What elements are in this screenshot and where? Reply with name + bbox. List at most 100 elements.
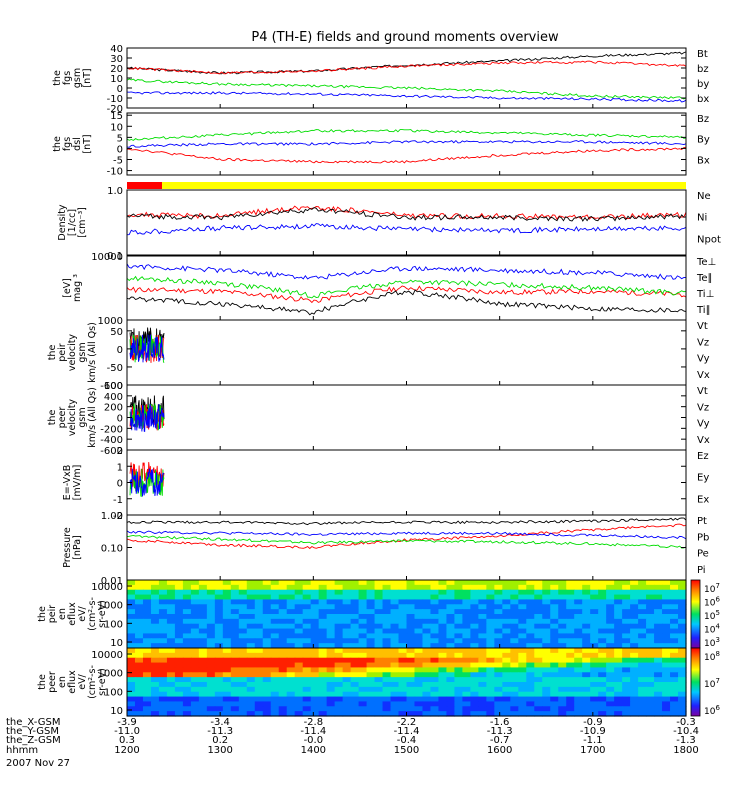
spectrogram-cell bbox=[127, 662, 136, 669]
spectrogram-cell bbox=[430, 701, 440, 707]
spectrogram-cell bbox=[502, 686, 511, 693]
spectrogram-cell bbox=[454, 614, 463, 620]
spectrogram-cell bbox=[606, 609, 615, 615]
spectrogram-cell bbox=[654, 633, 663, 639]
spectrogram-cell bbox=[606, 667, 615, 673]
spectrogram-cell bbox=[246, 628, 256, 635]
spectrogram-cell bbox=[350, 618, 360, 625]
spectrogram-cell bbox=[230, 638, 240, 644]
spectrogram-cell bbox=[678, 648, 687, 654]
spectrogram-cell bbox=[550, 589, 559, 596]
spectrogram-cell bbox=[486, 648, 495, 654]
spectrogram-cell bbox=[286, 584, 296, 591]
spectrogram-cell bbox=[502, 648, 511, 654]
spectrogram-cell bbox=[566, 706, 575, 712]
spectrogram-cell bbox=[182, 706, 192, 712]
spectrogram-cell bbox=[358, 667, 368, 673]
spectrogram-cell bbox=[142, 706, 152, 712]
y-axis-label: (cm²-s- bbox=[87, 597, 98, 631]
spectrogram-cell bbox=[526, 672, 535, 678]
spectrogram-cell bbox=[486, 604, 495, 610]
spectrogram-cell bbox=[582, 643, 591, 649]
spectrogram-cell bbox=[182, 652, 192, 659]
spectrogram-cell bbox=[446, 706, 456, 712]
spectrogram-cell bbox=[454, 638, 463, 644]
spectrogram-cell bbox=[582, 657, 591, 664]
spectrogram-cell bbox=[422, 604, 432, 610]
spectrogram-cell bbox=[454, 711, 463, 717]
spectrogram-cell bbox=[134, 604, 144, 610]
spectrogram-cell bbox=[246, 638, 256, 644]
spectrogram-cell bbox=[374, 706, 384, 712]
spectrogram-cell bbox=[222, 614, 232, 620]
spectrogram-cell bbox=[350, 638, 360, 644]
spectrogram-cell bbox=[310, 643, 320, 649]
spectrogram-cell bbox=[358, 691, 368, 698]
spectrogram-cell bbox=[302, 633, 312, 639]
spectrogram-cell bbox=[358, 618, 368, 625]
spectrogram-cell bbox=[614, 580, 623, 586]
spectrogram-cell bbox=[494, 667, 503, 673]
spectrogram-cell bbox=[358, 682, 368, 688]
spectrogram-cell bbox=[638, 623, 647, 630]
spectrogram-cell bbox=[670, 648, 679, 654]
spectrogram-cell bbox=[254, 696, 264, 703]
spectrogram-cell bbox=[430, 580, 440, 586]
spectrogram-cell bbox=[198, 599, 208, 605]
spectrogram-cell bbox=[478, 599, 487, 605]
spectrogram-cell bbox=[166, 696, 176, 703]
y-tick-label: 0.01 bbox=[101, 576, 123, 587]
spectrogram-cell bbox=[542, 638, 551, 644]
spectrogram-cell bbox=[214, 633, 224, 639]
y-tick-label: -1 bbox=[113, 495, 123, 506]
spectrogram-cell bbox=[678, 609, 687, 615]
spectrogram-cell bbox=[542, 623, 551, 630]
y-tick-label: -400 bbox=[100, 435, 123, 446]
y-axis-label: the bbox=[47, 410, 58, 426]
spectrogram-cell bbox=[214, 691, 224, 698]
spectrogram-cell bbox=[622, 584, 631, 591]
spectrogram-cell bbox=[502, 623, 511, 630]
spectrogram-cell bbox=[678, 682, 687, 688]
spectrogram-cell bbox=[174, 614, 184, 620]
spectrogram-cell bbox=[382, 604, 392, 610]
spectrogram-cell bbox=[158, 618, 168, 625]
spectrogram-cell bbox=[262, 686, 272, 693]
legend-label-Bt: Bt bbox=[697, 49, 708, 60]
spectrogram-cell bbox=[582, 589, 591, 596]
spectrogram-cell bbox=[182, 686, 192, 693]
spectrogram-cell bbox=[630, 599, 639, 605]
y-axis-label: fgs bbox=[62, 71, 73, 85]
spectrogram-cell bbox=[494, 580, 503, 586]
spectrogram-cell bbox=[158, 633, 168, 639]
spectrogram-cell bbox=[598, 580, 607, 586]
legend-label-Te⊥: Te⊥ bbox=[696, 257, 716, 268]
spectrogram-cell bbox=[606, 662, 615, 669]
spectrogram-cell bbox=[486, 638, 495, 644]
spectrogram-cell bbox=[662, 594, 671, 601]
spectrogram-cell bbox=[342, 580, 352, 586]
spectrogram-cell bbox=[310, 580, 320, 586]
spectrogram-cell bbox=[566, 662, 575, 669]
spectrogram-cell bbox=[494, 584, 503, 591]
spectrogram-cell bbox=[374, 701, 384, 707]
spectrogram-cell bbox=[374, 648, 384, 654]
spectrogram-cell bbox=[646, 609, 655, 615]
spectrogram-cell bbox=[158, 682, 168, 688]
spectrogram-cell bbox=[582, 638, 591, 644]
spectrogram-cell bbox=[342, 672, 352, 678]
spectrogram-cell bbox=[302, 638, 312, 644]
spectrogram-cell bbox=[534, 677, 543, 683]
spectrogram-cell bbox=[246, 691, 256, 698]
spectrogram-cell bbox=[254, 638, 264, 644]
spectrogram-cell bbox=[174, 691, 184, 698]
spectrogram-cell bbox=[198, 657, 208, 664]
spectrogram-cell bbox=[542, 594, 551, 601]
y-tick-label: 15 bbox=[110, 111, 123, 122]
spectrogram-cell bbox=[238, 628, 248, 635]
spectrogram-cell bbox=[222, 691, 232, 698]
spectrogram-cell bbox=[326, 609, 336, 615]
spectrogram-cell bbox=[342, 686, 352, 693]
spectrogram-cell bbox=[390, 589, 400, 596]
